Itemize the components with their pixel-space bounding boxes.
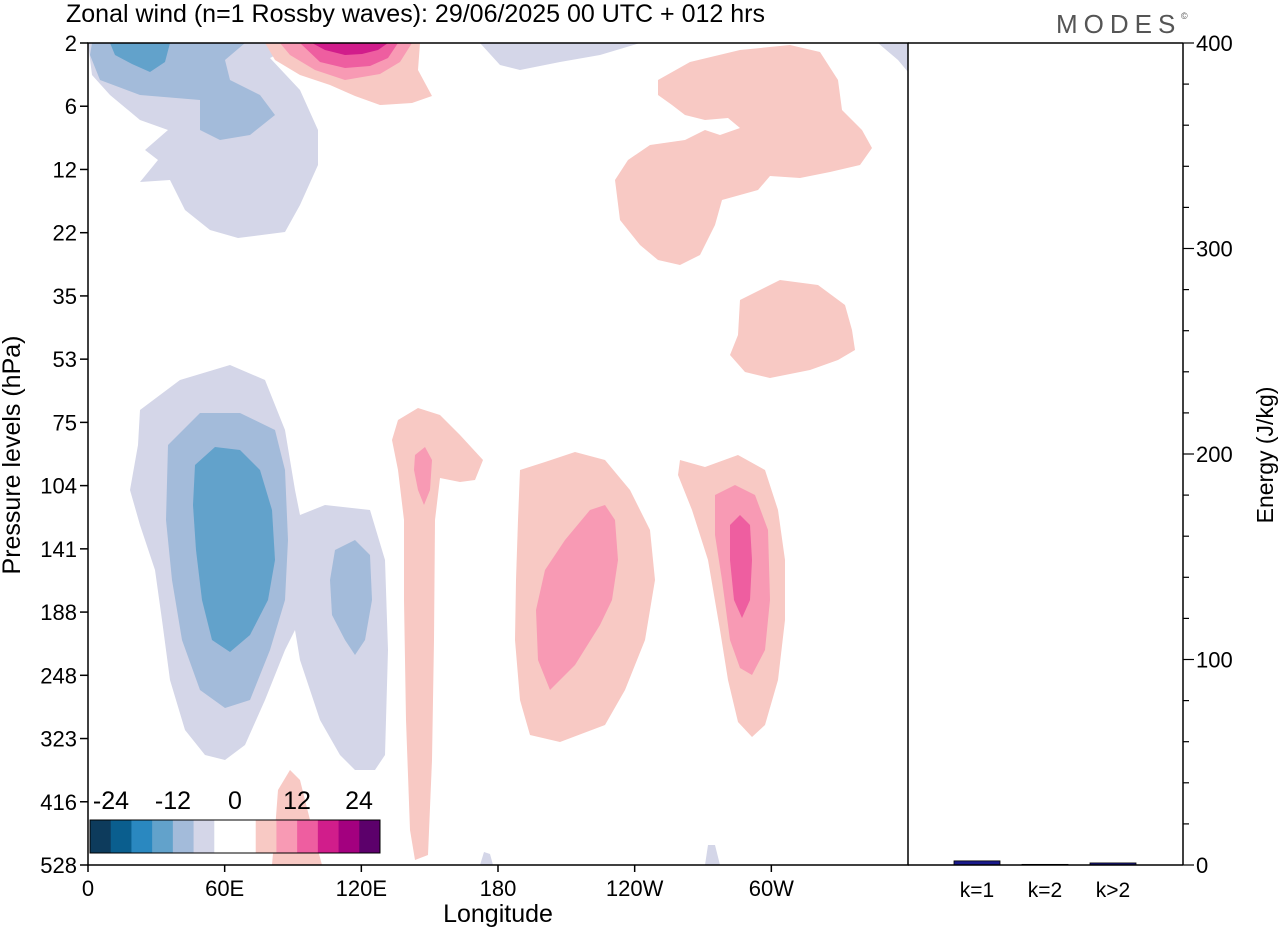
colorbar-cell [359, 820, 381, 853]
energy-category-label: k=2 [1028, 879, 1062, 902]
colorbar-cell [131, 820, 153, 853]
energy-tick-label: 400 [1196, 31, 1233, 56]
contour-neg-high [193, 447, 275, 652]
contour-neg-high [110, 43, 170, 72]
colorbar-label: 0 [228, 787, 242, 815]
contour-neg-low [480, 852, 493, 865]
y-tick-label: 53 [53, 347, 77, 372]
energy-category-label: k>2 [1096, 879, 1130, 902]
y-tick-label: 104 [40, 474, 77, 499]
colorbar-cell [193, 820, 215, 853]
y-tick-label: 188 [40, 600, 77, 625]
contour-neg-low [878, 43, 908, 72]
energy-tick-label: 0 [1196, 853, 1208, 878]
y-tick-label: 248 [40, 663, 77, 688]
x-axis-label: Longitude [443, 900, 553, 928]
longitude-axis: 0 60E 120E 180 120W 60W [82, 865, 794, 901]
colorbar-cell [90, 820, 112, 853]
contour-neg-mid [90, 43, 275, 140]
colorbar-label: -12 [155, 787, 191, 815]
energy-category-label: k=1 [960, 879, 994, 902]
colorbar: -24 -12 0 12 24 [89, 787, 381, 854]
colorbar-cell [255, 820, 277, 853]
y-tick-label: 323 [40, 727, 77, 752]
contour-pos-low [392, 408, 483, 860]
y-tick-label: 22 [53, 221, 77, 246]
colorbar-cell [110, 820, 132, 853]
contour-pos-mid [414, 447, 432, 505]
energy-tick-label: 300 [1196, 237, 1233, 262]
y-tick-label: 6 [65, 94, 77, 119]
colorbar-cell [317, 820, 340, 853]
x-tick-label: 60W [749, 876, 794, 901]
colorbar-cell [214, 820, 236, 853]
chart-title: Zonal wind (n=1 Rossby waves): 29/06/202… [66, 0, 765, 28]
pressure-axis: 2 6 12 22 35 53 75 104 141 188 248 323 416 528 [40, 31, 88, 878]
y-tick-label: 528 [40, 853, 77, 878]
contour-neg-low [480, 43, 640, 70]
contour-pos-low [730, 280, 855, 378]
brand-logo: MODES [1056, 9, 1181, 39]
colorbar-cell [276, 820, 298, 853]
energy-tick-label: 100 [1196, 648, 1233, 673]
y-tick-label: 2 [65, 31, 77, 56]
colorbar-frame [89, 819, 381, 854]
colorbar-label: 12 [283, 787, 311, 815]
y-tick-label: 141 [40, 537, 77, 562]
contour-pos-max [312, 43, 388, 55]
x-tick-label: 180 [480, 876, 517, 901]
y-tick-label: 12 [53, 157, 77, 182]
colorbar-cell [152, 820, 174, 853]
colorbar-cell [172, 820, 195, 853]
y-tick-label: 75 [53, 410, 77, 435]
x-tick-label: 60E [205, 876, 244, 901]
x-tick-label: 0 [82, 876, 94, 901]
x-tick-label: 120E [336, 876, 387, 901]
y-tick-label: 35 [53, 284, 77, 309]
energy-tick-label: 200 [1196, 442, 1233, 467]
colorbar-cell [297, 820, 319, 853]
contour-pos-low [615, 45, 872, 265]
colorbar-cell [235, 820, 257, 853]
contour-neg-mid [330, 540, 372, 655]
colorbar-label: 24 [345, 787, 373, 815]
y-tick-label: 416 [40, 790, 77, 815]
colorbar-label: -24 [93, 787, 129, 815]
contour-pos-mid [536, 505, 618, 690]
energy-panel: 0 100 200 300 400 k=1 k=2 k>2 Energy (J/kg) [908, 31, 1278, 902]
contour-pos-high [730, 515, 752, 618]
wind-contour-field [88, 43, 908, 865]
colorbar-cell [338, 820, 360, 853]
contour-neg-low [705, 845, 720, 865]
energy-axis-label: Energy (J/kg) [1252, 387, 1278, 524]
x-tick-label: 120W [606, 876, 664, 901]
y-axis-label: Pressure levels (hPa) [0, 336, 26, 575]
brand-mark: © [1181, 11, 1188, 21]
